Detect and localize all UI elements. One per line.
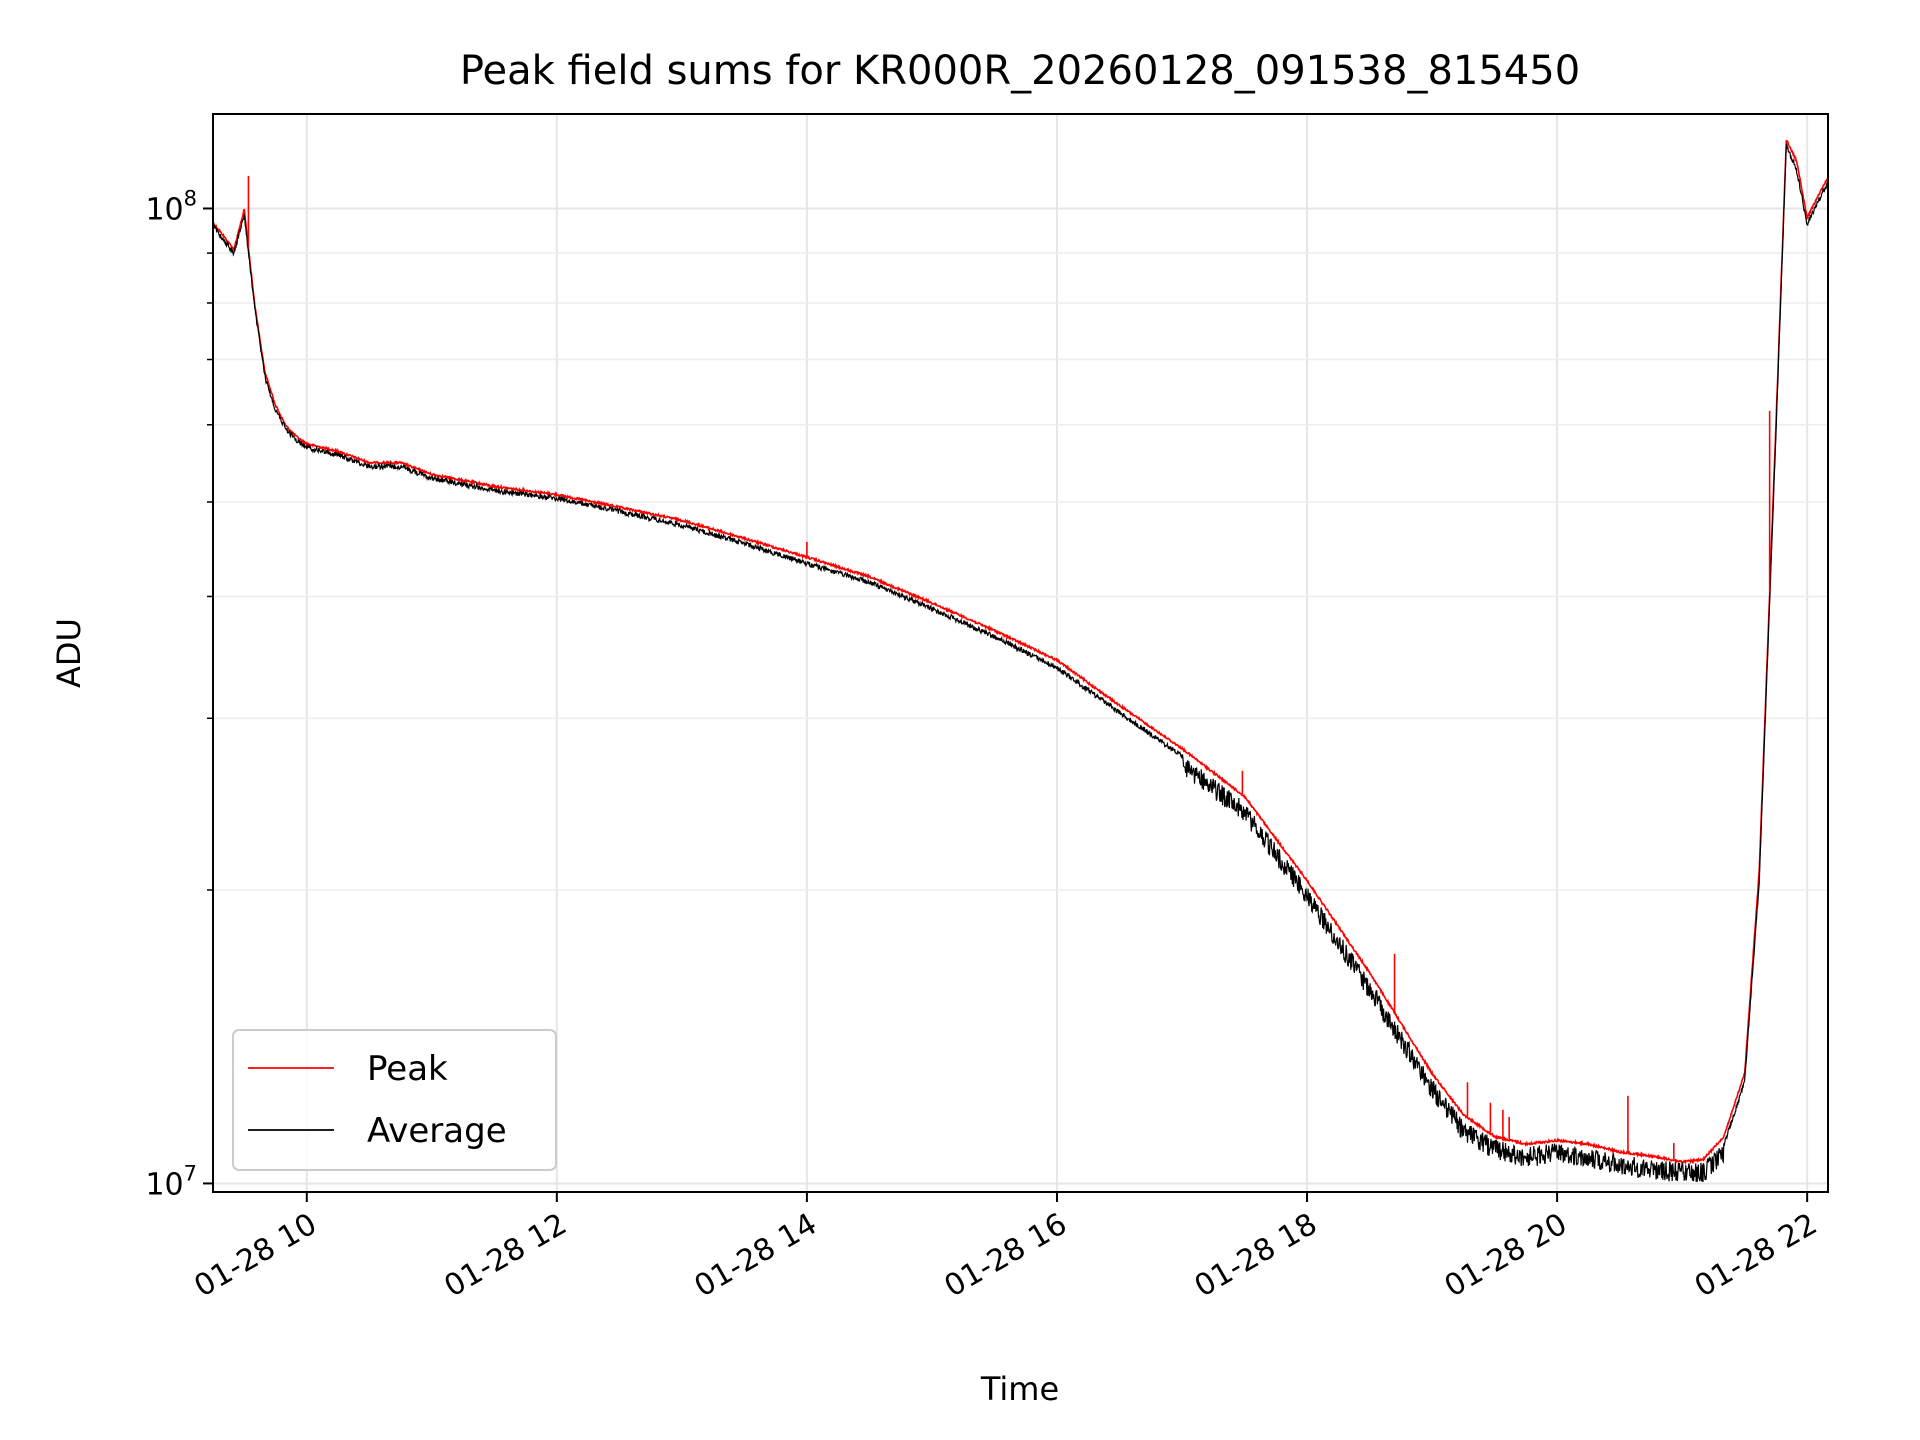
y-tick-label: 108 (145, 186, 197, 227)
legend-peak-label: Peak (367, 1049, 448, 1089)
series-layer (213, 139, 1828, 1183)
grid (213, 114, 1828, 1192)
plot-frame (212, 113, 1829, 1193)
chart-title: Peak field sums for KR000R_20260128_0915… (460, 48, 1580, 94)
x-axis-label: Time (980, 1370, 1059, 1408)
y-tick-exponent: 8 (184, 186, 197, 210)
series-line-average (213, 142, 1828, 1183)
y-tick-base: 10 (145, 192, 183, 227)
y-axis-label: ADU (50, 618, 88, 688)
y-tick-label: 107 (145, 1161, 197, 1202)
legend: Peak Average (232, 1029, 557, 1171)
y-tick-exponent: 7 (184, 1161, 197, 1185)
series-line-peak (213, 139, 1828, 1166)
legend-box (232, 1029, 557, 1171)
legend-average-label: Average (367, 1111, 507, 1151)
y-tick-base: 10 (145, 1167, 183, 1202)
